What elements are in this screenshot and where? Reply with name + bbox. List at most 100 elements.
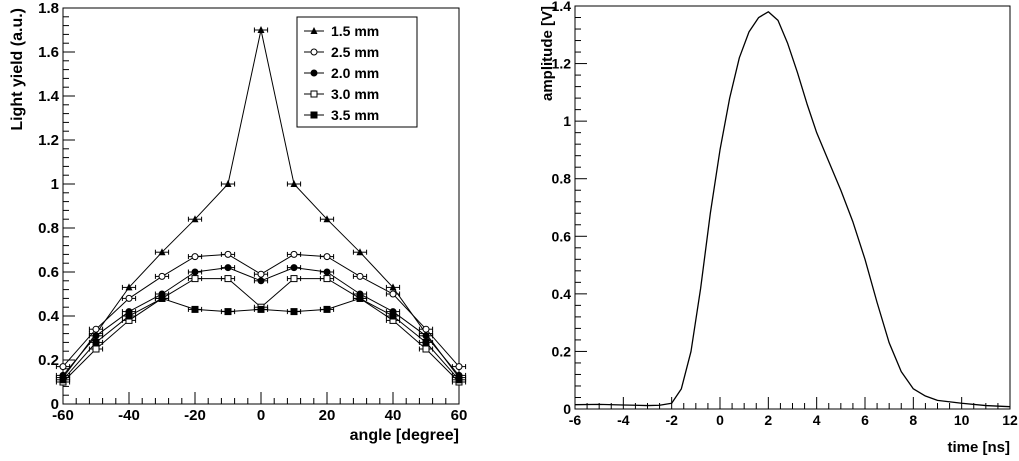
legend-marker <box>310 27 318 34</box>
y-tick-label: 1.4 <box>38 88 60 105</box>
x-tick-label: -6 <box>569 412 582 428</box>
legend-marker <box>310 69 318 77</box>
data-point <box>257 26 265 33</box>
x-tick-label: -60 <box>52 407 74 424</box>
data-point <box>389 312 397 320</box>
x-tick-label: -2 <box>665 412 678 428</box>
data-point <box>224 250 232 258</box>
x-tick-label: 40 <box>385 407 402 424</box>
y-tick-label: 0.2 <box>552 343 572 359</box>
data-point <box>191 275 199 283</box>
y-tick-label: 1 <box>51 176 59 193</box>
y-tick-label: 1.2 <box>552 56 572 72</box>
x-axis-label: time [ns] <box>947 439 1010 456</box>
data-point <box>323 275 331 283</box>
data-point <box>125 283 133 291</box>
data-point <box>422 325 430 333</box>
data-point <box>257 277 265 285</box>
data-point <box>191 268 199 276</box>
data-point <box>191 253 199 261</box>
x-tick-label: 6 <box>861 412 869 428</box>
x-tick-label: -20 <box>184 407 206 424</box>
data-point <box>191 215 199 223</box>
data-point <box>59 376 67 384</box>
y-tick-label: 1.2 <box>38 132 59 149</box>
data-point <box>224 180 232 187</box>
x-tick-label: 0 <box>716 412 724 428</box>
data-point <box>290 275 298 283</box>
data-point <box>224 264 232 272</box>
data-point <box>257 270 265 278</box>
y-axis-label: amplitude [V] <box>539 6 556 101</box>
x-tick-label: -40 <box>118 407 140 424</box>
y-tick-label: 0.6 <box>38 264 59 281</box>
legend-label: 1.5 mm <box>331 23 379 39</box>
data-point <box>59 363 67 371</box>
data-point <box>92 325 100 333</box>
x-axis-label: angle [degree] <box>350 427 459 444</box>
data-point <box>125 294 133 302</box>
data-point <box>191 305 199 313</box>
data-point <box>92 332 100 340</box>
y-tick-label: 0.8 <box>552 171 572 187</box>
legend-marker <box>310 111 318 119</box>
y-tick-label: 0 <box>563 401 571 417</box>
data-point <box>290 180 298 187</box>
legend-marker <box>310 48 318 56</box>
y-tick-label: 0 <box>51 396 59 413</box>
y-axis-label: Light yield (a.u.) <box>9 8 26 131</box>
x-tick-label: 8 <box>909 412 917 428</box>
y-tick-label: 1.6 <box>38 44 59 61</box>
data-point <box>158 294 166 302</box>
data-point <box>356 272 364 280</box>
y-tick-label: 0.4 <box>552 286 572 302</box>
legend-label: 2.5 mm <box>331 44 379 60</box>
data-point <box>92 338 100 346</box>
x-tick-label: 10 <box>954 412 970 428</box>
data-point <box>356 248 364 256</box>
legend-label: 2.0 mm <box>331 65 379 81</box>
data-point <box>323 253 331 261</box>
y-tick-label: 1 <box>563 113 571 129</box>
x-tick-label: 20 <box>319 407 336 424</box>
data-point <box>356 294 364 302</box>
data-point <box>224 275 232 283</box>
x-tick-label: -4 <box>617 412 630 428</box>
y-tick-label: 0.8 <box>38 220 59 237</box>
data-point <box>422 332 430 340</box>
legend-label: 3.5 mm <box>331 107 379 123</box>
y-tick-label: 0.4 <box>38 308 60 325</box>
data-point <box>125 312 133 320</box>
light-yield-chart: -60 -40 -20 0 20 40 60 0 0.2 0.4 0.6 0.8 1 1.2 1.4 1.6 1… <box>9 0 467 444</box>
data-point <box>257 305 265 313</box>
data-point <box>158 248 166 256</box>
y-tick-label: 0.6 <box>552 228 572 244</box>
legend-label: 3.0 mm <box>331 86 379 102</box>
data-point <box>323 305 331 313</box>
pulse-curve <box>574 11 1011 408</box>
y-tick-label: 1.4 <box>552 0 572 14</box>
data-point <box>389 283 397 291</box>
data-point <box>323 215 331 223</box>
y-tick-label: 1.8 <box>38 0 59 17</box>
data-point <box>455 363 463 371</box>
data-point <box>92 345 100 353</box>
x-tick-label: 2 <box>764 412 772 428</box>
data-point <box>422 345 430 353</box>
data-point <box>323 268 331 276</box>
data-point <box>224 308 232 316</box>
legend-marker <box>310 90 318 98</box>
data-point <box>290 308 298 316</box>
plot-frame <box>574 5 1011 410</box>
x-tick-label: 0 <box>257 407 265 424</box>
x-tick-label: 60 <box>451 407 468 424</box>
data-point <box>389 290 397 298</box>
x-tick-label: 12 <box>1002 412 1018 428</box>
data-point <box>158 272 166 280</box>
data-point <box>455 376 463 384</box>
data-point <box>290 250 298 258</box>
pulse-amplitude-chart: -6 -4 -2 0 2 4 6 8 10 12 0 0.2 0.4 0.6 0.8 1 1.2 1.4 time … <box>539 0 1018 456</box>
data-point <box>290 264 298 272</box>
y-tick-label: 0.2 <box>38 352 59 369</box>
